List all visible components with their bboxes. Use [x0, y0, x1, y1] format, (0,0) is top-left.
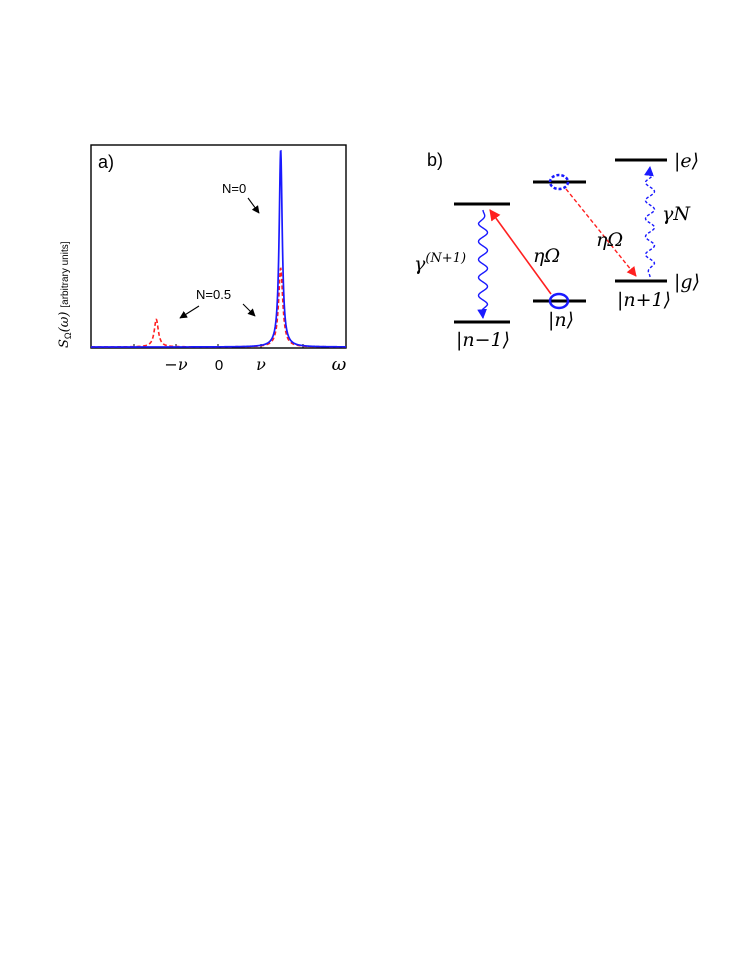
coupling-label-2: ηΩ — [596, 229, 623, 251]
state-label-n-minus-1: |n−1⟩ — [456, 329, 510, 351]
state-label-n-plus-1: |n+1⟩ — [617, 289, 671, 311]
panel-b: b) ηΩ ηΩ γ(N+1) γN |n−1⟩ |n⟩ |n+1⟩ |g⟩ |… — [414, 150, 700, 351]
state-label-n: |n⟩ — [548, 309, 574, 331]
decay-arrow-right — [644, 166, 656, 278]
state-label-g: |g⟩ — [674, 271, 700, 293]
state-label-e: |e⟩ — [674, 150, 699, 172]
decay-label-left: γ(N+1) — [414, 251, 466, 275]
plot-frame — [90, 144, 347, 349]
annotation-n05-arrow-right — [242, 303, 256, 317]
x-tick-label-neg-nu: −ν — [164, 355, 187, 374]
panel-a: a) SΩ(ω)[arbitrary units] −ν 0 ν ω N=0 N… — [57, 144, 347, 375]
x-tick-label-zero: 0 — [215, 357, 223, 374]
y-axis-label: SΩ(ω)[arbitrary units] — [57, 241, 73, 348]
annotation-n05: N=0.5 — [196, 287, 231, 302]
panel-b-label: b) — [427, 150, 443, 170]
decay-label-right: γN — [662, 203, 691, 225]
x-axis-label: ω — [332, 354, 347, 375]
panel-a-label: a) — [98, 152, 114, 172]
annotation-n0: N=0 — [222, 181, 246, 196]
coupling-label-1: ηΩ — [533, 245, 560, 267]
series-line-n0 — [91, 149, 346, 348]
svg-text:SΩ(ω)[arbitrary units]: SΩ(ω)[arbitrary units] — [57, 241, 73, 348]
x-tick-label-nu: ν — [256, 355, 266, 374]
coupling-arrow-solid — [489, 209, 552, 295]
series-line-n05 — [91, 267, 346, 348]
decay-arrow-left — [477, 209, 489, 319]
population-circle-n — [548, 292, 570, 310]
virtual-population-circle — [548, 173, 570, 191]
annotation-n05-arrow-left — [179, 305, 200, 319]
annotation-n0-arrow — [247, 197, 260, 214]
coupling-arrow-dashed — [565, 188, 637, 277]
